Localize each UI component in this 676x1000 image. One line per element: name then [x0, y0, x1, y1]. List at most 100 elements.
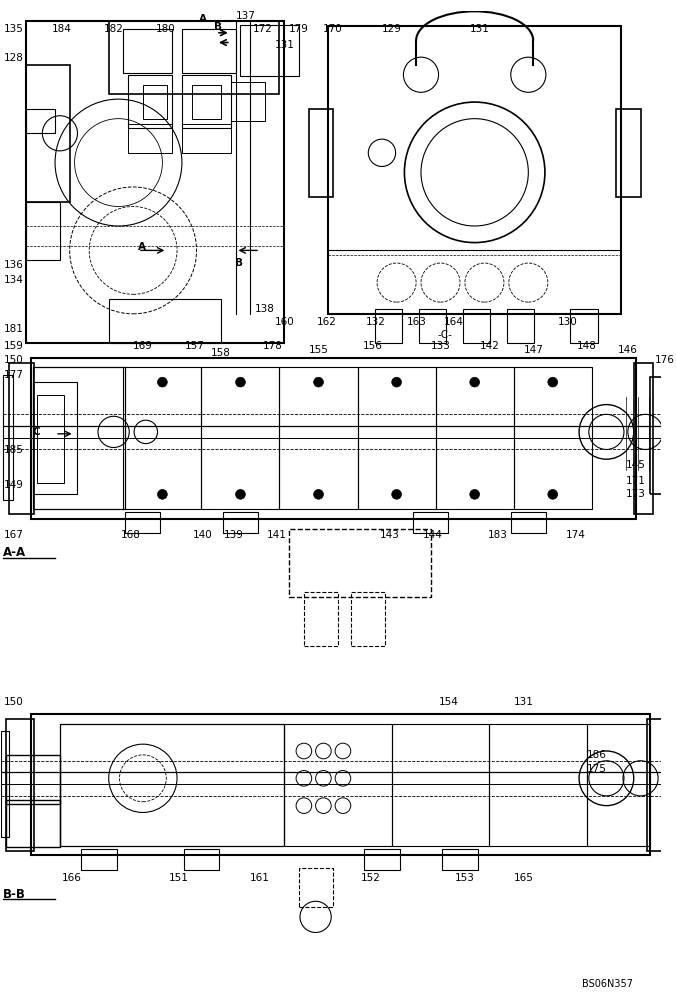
Bar — [26, 202, 60, 260]
Text: 158: 158 — [211, 348, 231, 358]
Bar — [143, 85, 167, 119]
Text: 173: 173 — [626, 489, 646, 499]
Bar — [507, 309, 534, 343]
Bar — [391, 724, 489, 846]
Text: 184: 184 — [52, 24, 72, 34]
Circle shape — [158, 377, 167, 387]
Bar — [60, 724, 285, 846]
Bar — [223, 512, 258, 533]
Circle shape — [548, 377, 558, 387]
Bar — [285, 724, 391, 846]
Text: B-B: B-B — [3, 888, 26, 901]
Text: 163: 163 — [406, 317, 427, 327]
Bar — [514, 367, 592, 509]
Bar — [489, 724, 587, 846]
Bar — [648, 719, 669, 851]
Bar — [633, 363, 653, 514]
Bar — [571, 309, 598, 343]
Text: 152: 152 — [360, 873, 381, 883]
Text: 131: 131 — [514, 697, 533, 707]
Bar — [9, 363, 34, 514]
Text: A-A: A-A — [3, 546, 26, 559]
Bar — [26, 21, 285, 343]
Bar — [667, 731, 676, 837]
Text: 160: 160 — [274, 317, 294, 327]
Text: 178: 178 — [263, 341, 283, 351]
Bar — [6, 719, 34, 851]
Bar — [358, 367, 435, 509]
Text: 137: 137 — [236, 11, 256, 21]
Bar — [231, 82, 265, 121]
Circle shape — [548, 489, 558, 499]
Text: 130: 130 — [558, 317, 577, 327]
Bar — [26, 109, 55, 133]
Text: 169: 169 — [133, 341, 153, 351]
Bar — [201, 367, 279, 509]
Text: A: A — [138, 242, 146, 252]
Text: 136: 136 — [3, 260, 23, 270]
Circle shape — [391, 377, 402, 387]
Text: 151: 151 — [169, 873, 189, 883]
Text: 141: 141 — [267, 530, 287, 540]
Bar — [435, 367, 514, 509]
Text: 140: 140 — [193, 530, 212, 540]
Text: 131: 131 — [470, 24, 489, 34]
Text: BS06N357: BS06N357 — [582, 979, 633, 989]
Bar — [650, 377, 676, 494]
Bar — [109, 299, 221, 343]
Bar — [364, 849, 400, 870]
Circle shape — [236, 489, 245, 499]
Text: 161: 161 — [250, 873, 270, 883]
Text: 171: 171 — [626, 476, 646, 486]
Text: 134: 134 — [3, 275, 23, 285]
Text: 154: 154 — [439, 697, 458, 707]
Bar — [413, 512, 448, 533]
Bar — [304, 592, 338, 646]
Bar — [463, 309, 490, 343]
Bar — [128, 75, 172, 128]
Text: 168: 168 — [120, 530, 141, 540]
Text: 148: 148 — [577, 341, 597, 351]
Text: B: B — [214, 22, 222, 32]
Bar — [184, 849, 219, 870]
Bar — [279, 367, 358, 509]
Text: 138: 138 — [255, 304, 275, 314]
Bar — [329, 26, 621, 314]
Text: 159: 159 — [3, 341, 23, 351]
Bar — [32, 367, 125, 509]
Text: B: B — [235, 258, 243, 268]
Text: 172: 172 — [253, 24, 273, 34]
Circle shape — [236, 377, 245, 387]
Text: 182: 182 — [104, 24, 124, 34]
Bar — [289, 529, 431, 597]
Text: 143: 143 — [380, 530, 400, 540]
Text: 153: 153 — [455, 873, 475, 883]
Circle shape — [470, 489, 479, 499]
Text: 145: 145 — [626, 460, 646, 470]
Text: 164: 164 — [443, 317, 463, 327]
Text: 129: 129 — [382, 24, 402, 34]
Text: 185: 185 — [3, 445, 23, 455]
Bar — [123, 29, 172, 73]
Text: 162: 162 — [316, 317, 337, 327]
Bar — [616, 109, 641, 197]
Text: 131: 131 — [274, 40, 295, 50]
Bar — [419, 309, 446, 343]
Text: 149: 149 — [3, 480, 23, 490]
Bar — [309, 109, 333, 197]
Text: 156: 156 — [362, 341, 383, 351]
Bar — [81, 849, 116, 870]
Text: 146: 146 — [618, 345, 638, 355]
Text: 170: 170 — [323, 24, 343, 34]
Bar — [128, 124, 172, 153]
Text: 155: 155 — [309, 345, 329, 355]
Text: 176: 176 — [655, 355, 675, 365]
Circle shape — [314, 489, 323, 499]
Bar — [125, 512, 160, 533]
Text: A: A — [199, 14, 206, 24]
Bar — [443, 849, 477, 870]
Circle shape — [470, 377, 479, 387]
Text: 165: 165 — [514, 873, 533, 883]
Bar — [351, 592, 385, 646]
Bar — [182, 29, 236, 73]
